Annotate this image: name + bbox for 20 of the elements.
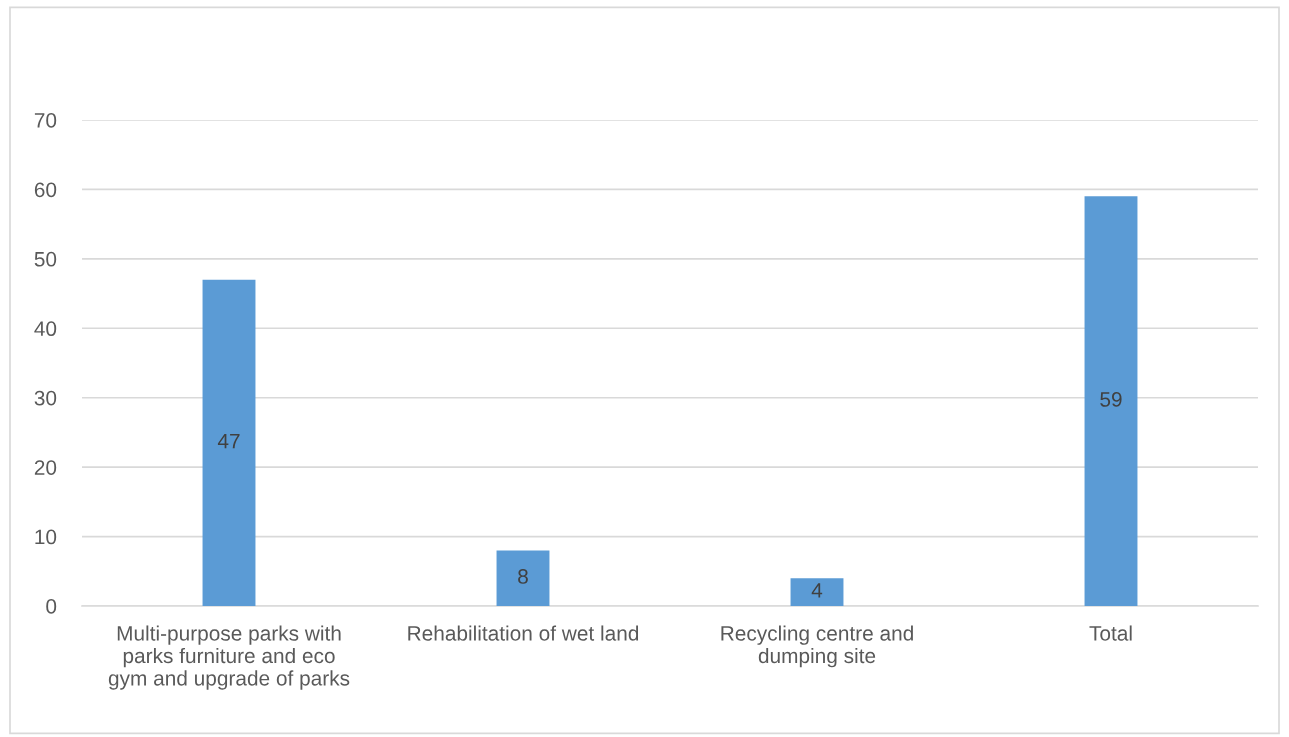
y-tick-label: 0: [46, 599, 57, 614]
data-label: 47: [217, 433, 240, 449]
x-tick-label: Recycling centre and dumping site: [721, 625, 913, 668]
y-tick-label: 10: [35, 529, 57, 545]
y-tick-label: 60: [34, 182, 57, 198]
bar: [202, 279, 256, 606]
x-tick-label: Rehabilitation of wet land: [408, 625, 639, 641]
x-tick-label: Multi-purpose parks with parks furniture and eco gym and upgrade of parks: [108, 625, 350, 690]
y-tick-label: 20: [34, 460, 57, 475]
y-tick-label: 30: [34, 390, 57, 406]
data-label: 4: [811, 583, 823, 598]
y-tick-label: 70: [34, 113, 57, 128]
x-tick-label: Total: [1089, 625, 1132, 641]
bar: [496, 550, 550, 606]
data-label: 59: [1100, 392, 1122, 407]
bar: [1084, 196, 1138, 606]
data-label: 8: [518, 569, 528, 584]
y-tick-label: 40: [34, 321, 57, 337]
y-tick-label: 50: [34, 251, 57, 267]
bar: [790, 578, 844, 606]
